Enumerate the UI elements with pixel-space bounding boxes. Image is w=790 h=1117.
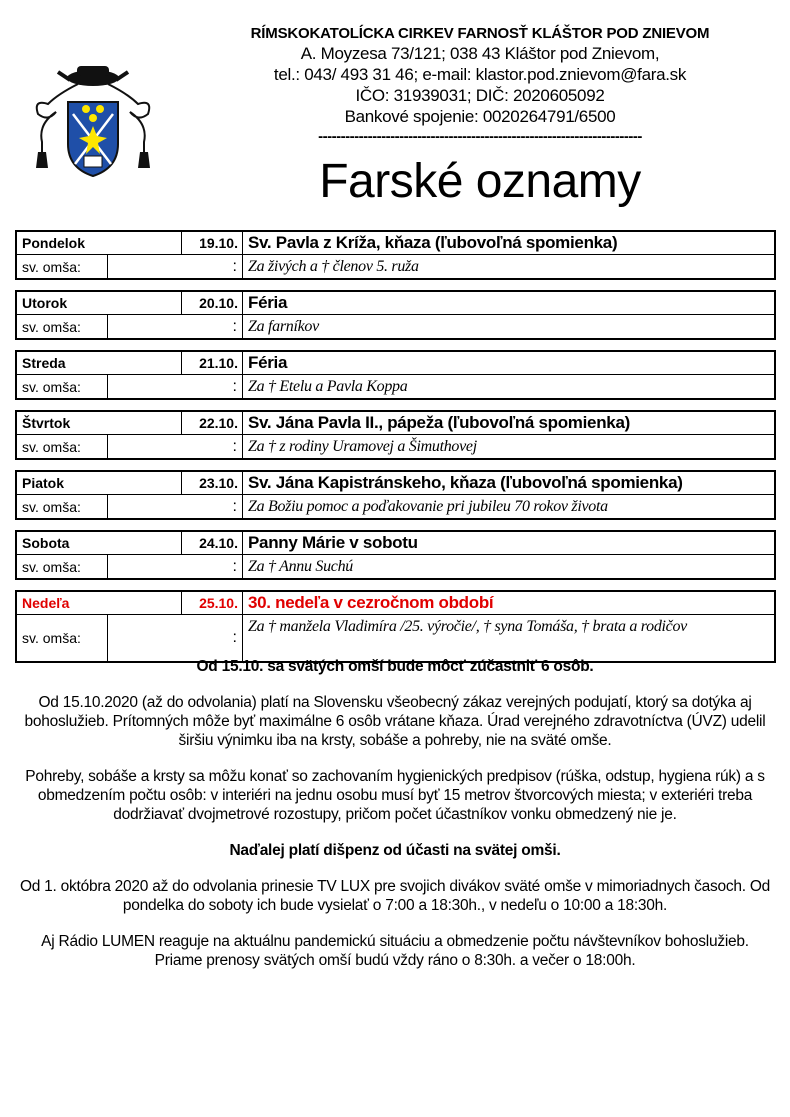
- schedule-day-block: Pondelok 19.10. Sv. Pavla z Kríža, kňaza…: [15, 230, 776, 280]
- mass-intention: Za farníkov: [248, 318, 319, 335]
- announcements: Od 15.10. sa svätých omší bude môcť zúča…: [18, 657, 772, 987]
- day-header-row: Štvrtok 22.10. Sv. Jána Pavla II., pápež…: [17, 412, 774, 435]
- liturgical-feast: Sv. Pavla z Kríža, kňaza (ľubovoľná spom…: [248, 233, 618, 252]
- announcement-paragraph: Aj Rádio LUMEN reaguje na aktuálnu pande…: [41, 933, 749, 969]
- day-header-row: Streda 21.10. Féria: [17, 352, 774, 375]
- mass-row: sv. omša: : Za farníkov: [17, 315, 774, 338]
- day-name: Štvrtok: [17, 412, 182, 434]
- contact: tel.: 043/ 493 31 46; e-mail: klastor.po…: [273, 65, 687, 84]
- mass-time: :: [108, 495, 243, 518]
- mass-row: sv. omša: : Za živých a † členov 5. ruža: [17, 255, 774, 278]
- liturgical-feast: Sv. Jána Kapistránskeho, kňaza (ľubovoľn…: [248, 473, 683, 492]
- mass-time: :: [108, 435, 243, 458]
- day-date: 23.10.: [182, 472, 243, 494]
- mass-label: sv. omša:: [17, 495, 108, 518]
- day-name: Pondelok: [17, 232, 182, 254]
- mass-label: sv. omša:: [17, 255, 108, 278]
- day-header-row: Nedeľa 25.10. 30. nedeľa v cezročnom obd…: [17, 592, 774, 615]
- day-date: 19.10.: [182, 232, 243, 254]
- mass-label: sv. omša:: [17, 315, 108, 338]
- company-ids: IČO: 31939031; DIČ: 2020605092: [355, 86, 605, 105]
- mass-row: sv. omša: : Za † Annu Suchú: [17, 555, 774, 578]
- day-header-row: Piatok 23.10. Sv. Jána Kapistránskeho, k…: [17, 472, 774, 495]
- mass-intention: Za živých a † členov 5. ruža: [248, 258, 419, 275]
- parish-coat-of-arms-logo: [28, 64, 158, 180]
- schedule-day-block: Streda 21.10. Féria sv. omša: : Za † Ete…: [15, 350, 776, 400]
- weekly-schedule: Pondelok 19.10. Sv. Pavla z Kríža, kňaza…: [15, 230, 776, 673]
- day-date: 21.10.: [182, 352, 243, 374]
- announcement-paragraph: Od 1. októbra 2020 až do odvolania prine…: [19, 878, 771, 914]
- mass-row: sv. omša: : Za † Etelu a Pavla Koppa: [17, 375, 774, 398]
- day-date: 22.10.: [182, 412, 243, 434]
- organization-name: RÍMSKOKATOLÍCKA CIRKEV FARNOSŤ KLÁŠTOR P…: [250, 25, 710, 42]
- mass-row: sv. omša: : Za Božiu pomoc a poďakovanie…: [17, 495, 774, 518]
- day-name: Utorok: [17, 292, 182, 314]
- mass-label: sv. omša:: [17, 615, 108, 661]
- mass-row: sv. omša: : Za † manžela Vladimíra /25. …: [17, 615, 774, 661]
- announcement-paragraph: Pohreby, sobáše a krsty sa môžu konať so…: [25, 768, 765, 823]
- day-name: Nedeľa: [17, 592, 182, 614]
- parish-header: RÍMSKOKATOLÍCKA CIRKEV FARNOSŤ KLÁŠTOR P…: [215, 24, 745, 145]
- bank-account: Bankové spojenie: 0020264791/6500: [344, 107, 616, 126]
- mass-time: :: [108, 315, 243, 338]
- schedule-day-block: Piatok 23.10. Sv. Jána Kapistránskeho, k…: [15, 470, 776, 520]
- mass-row: sv. omša: : Za † z rodiny Uramovej a Šim…: [17, 435, 774, 458]
- announcement-paragraph: Od 15.10. sa svätých omší bude môcť zúča…: [196, 658, 594, 675]
- day-header-row: Utorok 20.10. Féria: [17, 292, 774, 315]
- mass-label: sv. omša:: [17, 555, 108, 578]
- liturgical-feast: Féria: [248, 293, 288, 312]
- mass-intention: Za † Etelu a Pavla Koppa: [248, 378, 408, 395]
- mass-time: :: [108, 255, 243, 278]
- day-date: 25.10.: [182, 592, 243, 614]
- mass-intention: Za † z rodiny Uramovej a Šimuthovej: [248, 438, 477, 455]
- schedule-day-block: Nedeľa 25.10. 30. nedeľa v cezročnom obd…: [15, 590, 776, 663]
- day-header-row: Sobota 24.10. Panny Márie v sobotu: [17, 532, 774, 555]
- day-date: 20.10.: [182, 292, 243, 314]
- announcement-paragraph: Naďalej platí dišpenz od účasti na sväte…: [229, 842, 561, 859]
- mass-time: :: [108, 375, 243, 398]
- schedule-day-block: Štvrtok 22.10. Sv. Jána Pavla II., pápež…: [15, 410, 776, 460]
- separator: ----------------------------------------…: [318, 128, 642, 145]
- day-name: Piatok: [17, 472, 182, 494]
- address: A. Moyzesa 73/121; 038 43 Kláštor pod Zn…: [300, 44, 660, 63]
- schedule-day-block: Utorok 20.10. Féria sv. omša: : Za farní…: [15, 290, 776, 340]
- day-name: Sobota: [17, 532, 182, 554]
- mass-time: :: [108, 555, 243, 578]
- page-title: Farské oznamy: [319, 155, 641, 208]
- liturgical-feast: 30. nedeľa v cezročnom období: [248, 593, 494, 612]
- liturgical-feast: Féria: [248, 353, 288, 372]
- liturgical-feast: Panny Márie v sobotu: [248, 533, 418, 552]
- announcement-paragraph: Od 15.10.2020 (až do odvolania) platí na…: [24, 694, 766, 749]
- day-date: 24.10.: [182, 532, 243, 554]
- mass-label: sv. omša:: [17, 375, 108, 398]
- mass-intention: Za † manžela Vladimíra /25. výročie/, † …: [248, 618, 687, 635]
- mass-intention: Za † Annu Suchú: [248, 558, 353, 575]
- day-header-row: Pondelok 19.10. Sv. Pavla z Kríža, kňaza…: [17, 232, 774, 255]
- mass-intention: Za Božiu pomoc a poďakovanie pri jubileu…: [248, 498, 608, 515]
- schedule-day-block: Sobota 24.10. Panny Márie v sobotu sv. o…: [15, 530, 776, 580]
- mass-time: :: [108, 615, 243, 661]
- mass-label: sv. omša:: [17, 435, 108, 458]
- day-name: Streda: [17, 352, 182, 374]
- liturgical-feast: Sv. Jána Pavla II., pápeža (ľubovoľná sp…: [248, 413, 630, 432]
